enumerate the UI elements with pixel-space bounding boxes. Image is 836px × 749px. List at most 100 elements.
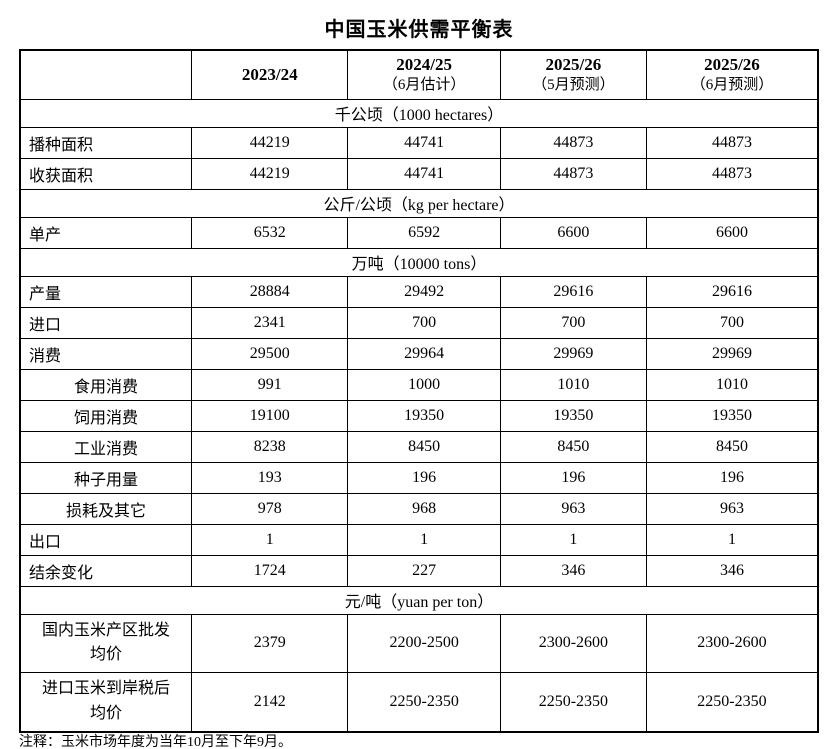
value-cell: 1724 (191, 554, 349, 587)
table-row-data: 结余变化 1724 227 346 346 (19, 554, 819, 587)
table-row-data: 单产 6532 6592 6600 6600 (19, 216, 819, 249)
table-row-data: 播种面积 44219 44741 44873 44873 (19, 126, 819, 159)
value-cell: 29969 (499, 337, 647, 370)
row-label: 种子用量 (19, 461, 193, 494)
unit-section-label: 公斤/公顷（kg per hectare） (19, 188, 819, 218)
value-cell: 700 (645, 306, 819, 339)
value-cell: 196 (499, 461, 647, 494)
header-row: 2023/24 2024/25 （6月估计） 2025/26 （5月预测） 20… (19, 49, 819, 100)
value-cell: 346 (645, 554, 819, 587)
row-label: 进口玉米到岸税后均价 (19, 672, 193, 733)
value-cell: 227 (347, 554, 501, 587)
value-cell: 1010 (499, 368, 647, 401)
corn-balance-table: 2023/24 2024/25 （6月估计） 2025/26 （5月预测） 20… (19, 49, 819, 733)
value-cell: 1 (191, 523, 349, 556)
value-cell: 963 (645, 492, 819, 525)
value-cell: 700 (347, 306, 501, 339)
header-cell-empty (19, 49, 193, 100)
value-cell: 196 (645, 461, 819, 494)
value-cell: 29616 (499, 275, 647, 308)
row-label: 单产 (19, 216, 193, 249)
value-cell: 44873 (499, 157, 647, 190)
value-cell: 700 (499, 306, 647, 339)
table-row-unit: 元/吨（yuan per ton） (19, 585, 819, 615)
value-cell: 978 (191, 492, 349, 525)
value-cell: 28884 (191, 275, 349, 308)
header-year: 2024/25 (396, 55, 453, 75)
value-cell: 193 (191, 461, 349, 494)
value-cell: 29492 (347, 275, 501, 308)
value-cell: 44219 (191, 157, 349, 190)
table-row-sub: 饲用消费 19100 19350 19350 19350 (19, 399, 819, 432)
header-year: 2025/26 (704, 55, 760, 75)
row-label: 损耗及其它 (19, 492, 193, 525)
row-label: 出口 (19, 523, 193, 556)
header-note: （5月预测） (532, 76, 615, 93)
unit-section-label: 千公顷（1000 hectares） (19, 98, 819, 128)
row-label: 工业消费 (19, 430, 193, 463)
value-cell: 1 (499, 523, 647, 556)
row-label: 食用消费 (19, 368, 193, 401)
page-title: 中国玉米供需平衡表 (324, 19, 514, 41)
value-cell: 963 (499, 492, 647, 525)
value-cell: 29964 (347, 337, 501, 370)
value-cell: 8450 (499, 430, 647, 463)
row-label: 消费 (19, 337, 193, 370)
value-cell: 6532 (191, 216, 349, 249)
table-row-unit: 万吨（10000 tons） (19, 247, 819, 277)
value-cell: 8450 (645, 430, 819, 463)
unit-section-label: 元/吨（yuan per ton） (19, 585, 819, 615)
table-row-unit: 千公顷（1000 hectares） (19, 98, 819, 128)
value-cell: 346 (499, 554, 647, 587)
table-row-data: 出口 1 1 1 1 (19, 523, 819, 556)
value-cell: 1 (645, 523, 819, 556)
value-cell: 968 (347, 492, 501, 525)
value-cell: 2250-2350 (347, 672, 501, 733)
value-cell: 44219 (191, 126, 349, 159)
header-cell-2025-26-may: 2025/26 （5月预测） (499, 49, 647, 100)
table-row-price: 国内玉米产区批发均价 2379 2200-2500 2300-2600 2300-260… (19, 613, 819, 674)
value-cell: 6600 (499, 216, 647, 249)
value-cell: 991 (191, 368, 349, 401)
value-cell: 2300-2600 (499, 613, 647, 674)
value-cell: 6600 (645, 216, 819, 249)
header-cell-2023-24: 2023/24 (191, 49, 349, 100)
header-cell-2025-26-jun: 2025/26 （6月预测） (645, 49, 819, 100)
value-cell: 29616 (645, 275, 819, 308)
row-label: 产量 (19, 275, 193, 308)
table-row-sub: 种子用量 193 196 196 196 (19, 461, 819, 494)
header-year: 2025/26 (545, 55, 602, 75)
table-body: 千公顷（1000 hectares） 播种面积 44219 44741 44873 448… (19, 98, 819, 733)
value-cell: 44741 (347, 157, 501, 190)
table-row-data: 进口 2341 700 700 700 (19, 306, 819, 339)
table-row-price: 进口玉米到岸税后均价 2142 2250-2350 2250-2350 2250-235… (19, 672, 819, 733)
row-label: 进口 (19, 306, 193, 339)
table-row-sub: 损耗及其它 978 968 963 963 (19, 492, 819, 525)
value-cell: 19100 (191, 399, 349, 432)
value-cell: 8450 (347, 430, 501, 463)
table-row-sub: 工业消费 8238 8450 8450 8450 (19, 430, 819, 463)
row-label: 饲用消费 (19, 399, 193, 432)
table-row-data: 产量 28884 29492 29616 29616 (19, 275, 819, 308)
value-cell: 44741 (347, 126, 501, 159)
header-cell-2024-25: 2024/25 （6月估计） (347, 49, 501, 100)
value-cell: 2250-2350 (499, 672, 647, 733)
table-row-data: 收获面积 44219 44741 44873 44873 (19, 157, 819, 190)
value-cell: 44873 (645, 157, 819, 190)
value-cell: 1000 (347, 368, 501, 401)
value-cell: 29500 (191, 337, 349, 370)
value-cell: 1 (347, 523, 501, 556)
row-label: 国内玉米产区批发均价 (19, 613, 193, 674)
value-cell: 2142 (191, 672, 349, 733)
value-cell: 19350 (499, 399, 647, 432)
value-cell: 44873 (499, 126, 647, 159)
row-label: 收获面积 (19, 157, 193, 190)
value-cell: 2341 (191, 306, 349, 339)
header-note: （6月估计） (382, 76, 466, 93)
value-cell: 2250-2350 (645, 672, 819, 733)
table-row-sub: 食用消费 991 1000 1010 1010 (19, 368, 819, 401)
value-cell: 6592 (347, 216, 501, 249)
value-cell: 8238 (191, 430, 349, 463)
value-cell: 44873 (645, 126, 819, 159)
